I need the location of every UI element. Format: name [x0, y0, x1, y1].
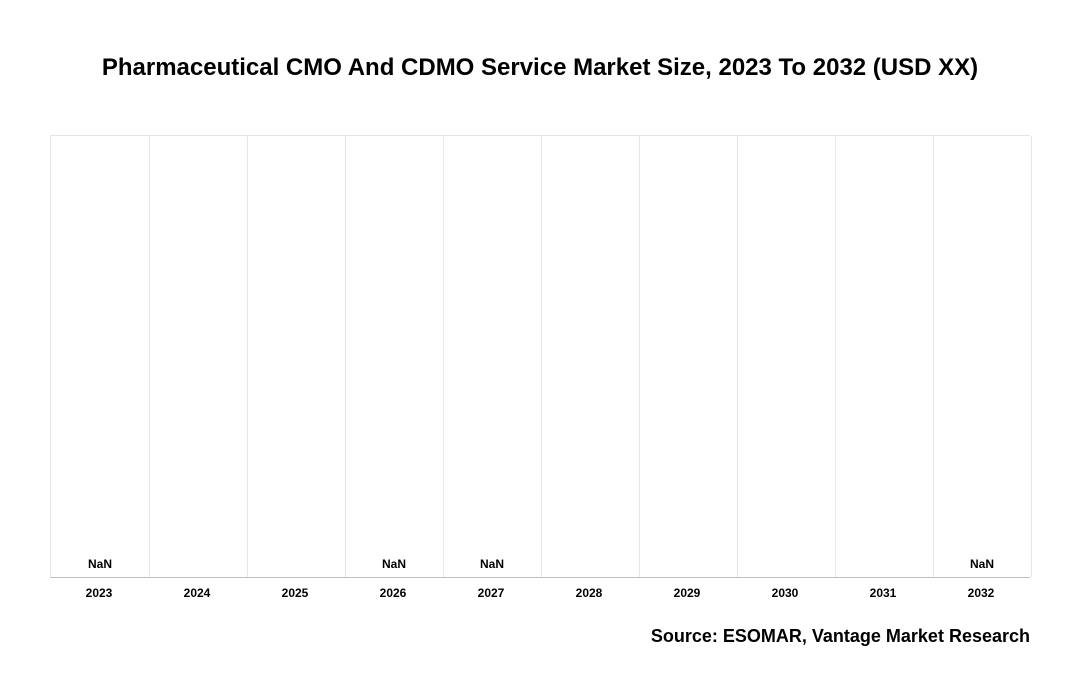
gridline-v	[149, 136, 150, 577]
plot-area: NaNNaNNaNNaN	[50, 135, 1030, 578]
x-axis-label: 2024	[184, 586, 211, 600]
x-axis-label: 2025	[282, 586, 309, 600]
gridline-v	[835, 136, 836, 577]
x-axis-labels: 2023 2024 2025 2026 2027 2028 2029 2030 2031 2032	[50, 586, 1030, 606]
gridline-v	[541, 136, 542, 577]
gridline-v	[737, 136, 738, 577]
source-attribution: Source: ESOMAR, Vantage Market Research	[651, 626, 1030, 647]
x-axis-label: 2027	[478, 586, 505, 600]
gridline-v	[443, 136, 444, 577]
gridline-v	[345, 136, 346, 577]
gridline-v	[933, 136, 934, 577]
x-axis-label: 2029	[674, 586, 701, 600]
x-axis-label: 2032	[968, 586, 995, 600]
x-axis-label: 2023	[86, 586, 113, 600]
x-axis-label: 2030	[772, 586, 799, 600]
x-axis-label: 2028	[576, 586, 603, 600]
gridline-v	[1031, 136, 1032, 577]
gridline-v	[247, 136, 248, 577]
gridline-v	[639, 136, 640, 577]
x-axis-label: 2031	[870, 586, 897, 600]
chart-title: Pharmaceutical CMO And CDMO Service Mark…	[50, 54, 1030, 82]
x-axis-label: 2026	[380, 586, 407, 600]
